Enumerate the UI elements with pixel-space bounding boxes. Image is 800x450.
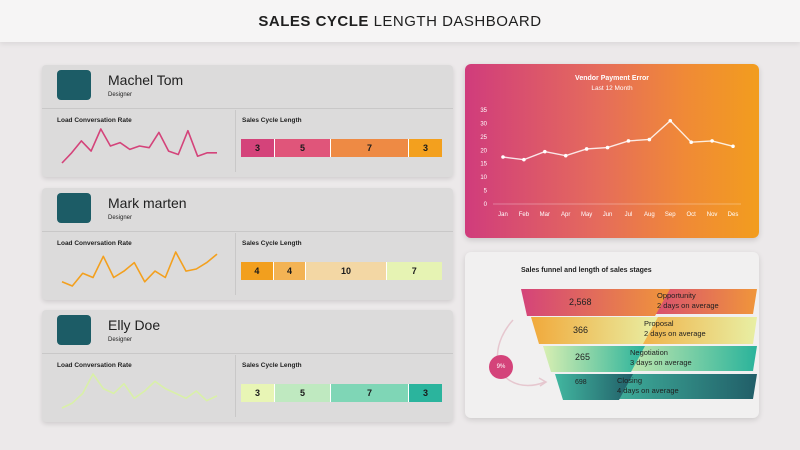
- conversation-rate-sparkline: [61, 128, 217, 164]
- person-role: Designer: [108, 215, 133, 221]
- x-tick-label: Jul: [625, 212, 633, 218]
- funnel-stage-block: [531, 317, 658, 344]
- cycle-segment: 10: [306, 262, 387, 280]
- data-point: [668, 118, 673, 123]
- x-tick-label: Jun: [603, 212, 613, 218]
- sales-cycle-bar: 3 5 7 3: [241, 139, 442, 157]
- chart-title: Vendor Payment Error: [575, 75, 649, 82]
- sales-cycle-bar: 4 4 10 7: [241, 262, 443, 280]
- y-tick-label: 10: [480, 175, 487, 181]
- stage-label: Proposal 2 days on average: [644, 319, 706, 338]
- data-point: [563, 153, 568, 158]
- y-tick-label: 25: [480, 135, 487, 141]
- cycle-segment: 3: [409, 384, 442, 402]
- person-name: Elly Doe: [108, 317, 161, 333]
- chart-subtitle: Last 12 Month: [591, 85, 633, 92]
- data-point: [522, 157, 526, 162]
- funnel-graphic: [496, 289, 757, 400]
- stage-value: 366: [573, 325, 589, 335]
- data-point: [626, 139, 631, 143]
- dashboard-header: SALES CYCLE LENGTH DASHBOARD: [0, 0, 800, 42]
- stage-value: 698: [575, 379, 587, 386]
- cycle-segment: 4: [241, 262, 274, 280]
- data-point: [605, 145, 610, 150]
- series-line: [502, 119, 734, 161]
- cycle-segment: 3: [241, 139, 275, 157]
- y-tick-label: 0: [484, 202, 488, 208]
- data-point: [584, 147, 589, 151]
- cycle-segment: 7: [386, 262, 443, 280]
- conversation-rate-label: Load Conversation Rate: [57, 117, 132, 124]
- person-name: Machel Tom: [108, 72, 184, 88]
- funnel-stage-block: [555, 374, 633, 400]
- stage-value: 2,568: [569, 297, 592, 307]
- funnel-arrow: [496, 319, 546, 387]
- vendor-payment-error-card: 0 5 10 15 20 25 30 35 Jan Feb Mar Apr May Jun Jul Aug Se…: [465, 64, 759, 238]
- x-tick-label: Sep: [665, 212, 676, 218]
- funnel-stage-block: [543, 346, 645, 372]
- data-point: [731, 144, 735, 149]
- person-card: Machel Tom Designer Load Conversation Ra…: [42, 65, 453, 177]
- conversation-rate-sparkline: [61, 373, 218, 409]
- cycle-segment: 3: [409, 139, 442, 157]
- funnel-title: Sales funnel and length of sales stages: [521, 267, 652, 274]
- y-tick-label: 15: [480, 162, 487, 168]
- conversion-percent-badge: 9%: [489, 355, 513, 379]
- funnel-arrow: [538, 377, 548, 387]
- sales-cycle-label: Sales Cycle Length: [242, 117, 302, 124]
- conversation-rate-label: Load Conversation Rate: [57, 240, 132, 247]
- data-point: [501, 155, 505, 159]
- stage-label: Closing 4 days on average: [617, 376, 679, 395]
- data-point: [543, 149, 547, 154]
- x-tick-label: Feb: [519, 212, 530, 218]
- sales-cycle-label: Sales Cycle Length: [242, 240, 302, 247]
- x-tick-label: Aug: [644, 212, 655, 218]
- funnel-stage-block: [521, 289, 670, 316]
- data-point: [647, 137, 652, 142]
- cycle-segment: 3: [241, 384, 275, 402]
- person-card: Elly Doe Designer Load Conversation Rate…: [42, 310, 453, 422]
- avatar: [57, 315, 91, 345]
- cycle-segment: 5: [275, 139, 331, 157]
- page-title: SALES CYCLE LENGTH DASHBOARD: [258, 12, 542, 30]
- avatar: [57, 193, 91, 223]
- stage-label: Opportunity 2 days on average: [657, 291, 719, 310]
- sales-funnel-card: Sales funnel and length of sales stages …: [465, 252, 759, 418]
- x-tick-label: Des: [728, 212, 739, 218]
- stage-value: 265: [575, 352, 591, 362]
- sales-cycle-label: Sales Cycle Length: [242, 362, 302, 369]
- funnel-ribbon: [623, 317, 757, 344]
- person-role: Designer: [108, 337, 133, 343]
- data-point: [689, 140, 693, 145]
- x-tick-label: May: [581, 212, 592, 218]
- y-tick-label: 20: [480, 148, 487, 154]
- cycle-segment: 7: [331, 139, 409, 157]
- x-tick-label: Jan: [498, 212, 508, 218]
- person-name: Mark marten: [108, 195, 187, 211]
- conversation-rate-label: Load Conversation Rate: [57, 362, 132, 369]
- funnel-ribbon: [611, 346, 757, 371]
- vendor-payment-error-chart: 0 5 10 15 20 25 30 35 Jan Feb Mar Apr May Jun Jul Aug Se…: [480, 108, 741, 218]
- y-tick-label: 30: [480, 121, 487, 127]
- y-tick-label: 5: [484, 189, 488, 195]
- x-tick-label: Mar: [540, 212, 550, 218]
- person-role: Designer: [108, 92, 133, 98]
- stage-label: Negotiation 3 days on average: [630, 348, 692, 367]
- cycle-segment: 4: [273, 262, 307, 280]
- conversation-rate-sparkline: [61, 251, 218, 287]
- cycle-segment: 7: [331, 384, 409, 402]
- funnel-ribbon: [599, 374, 757, 399]
- x-tick-label: Nov: [707, 212, 718, 218]
- person-card: Mark marten Designer Load Conversation R…: [42, 188, 453, 300]
- x-tick-label: Apr: [561, 212, 570, 218]
- y-tick-label: 35: [480, 108, 487, 114]
- cycle-segment: 5: [275, 384, 331, 402]
- avatar: [57, 70, 91, 100]
- x-tick-label: Oct: [687, 212, 697, 218]
- sales-cycle-bar: 3 5 7 3: [241, 384, 442, 402]
- data-point: [710, 139, 714, 143]
